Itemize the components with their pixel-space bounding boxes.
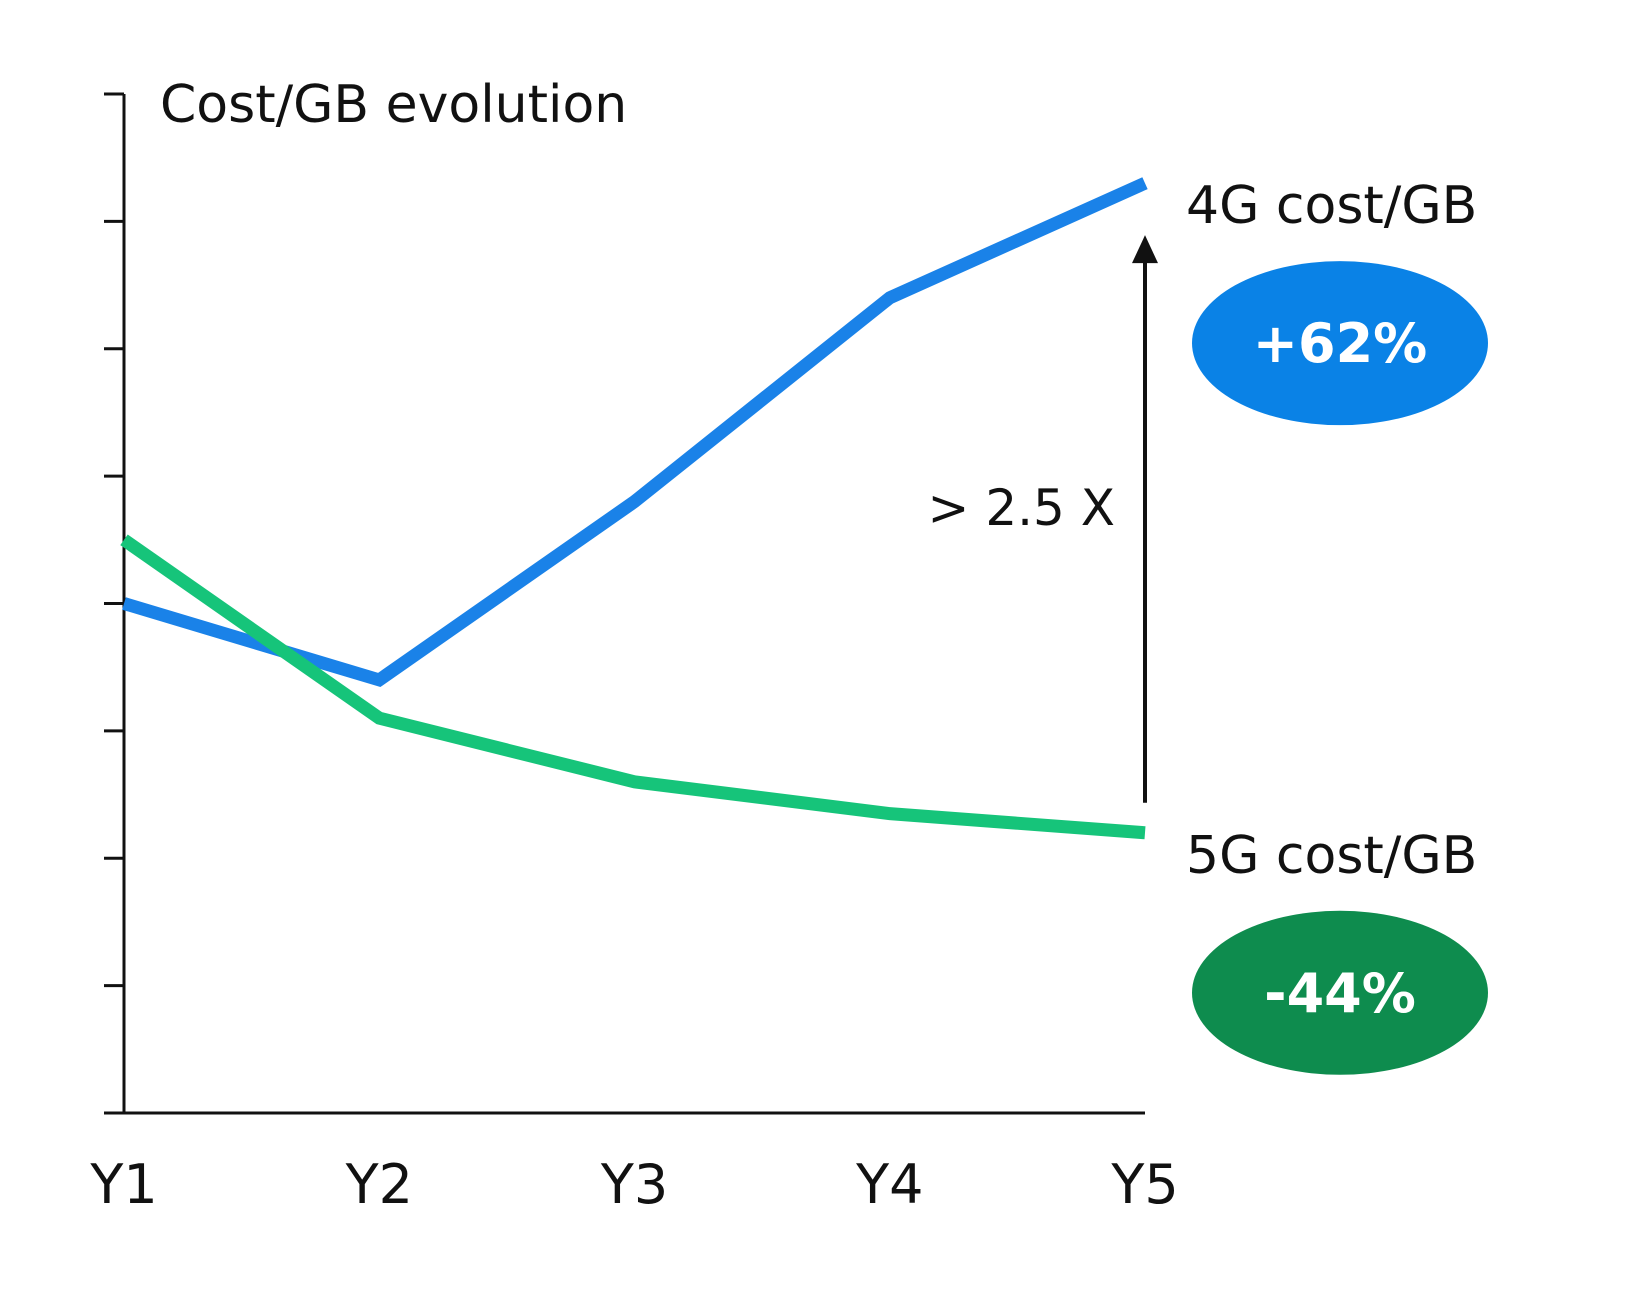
chart-axes: Y1 Y2 Y3 Y4 Y5 xyxy=(89,92,1179,1216)
change-badge-label: -44% xyxy=(1264,962,1416,1025)
multiplier-arrowhead xyxy=(1132,235,1158,264)
chart-labels: Cost/GB evolution 4G cost/GB +62% 5G cost/G… xyxy=(160,75,1488,1075)
series-end-label: 5G cost/GB xyxy=(1186,826,1477,886)
x-tick-label: Y5 xyxy=(1110,1153,1178,1216)
change-badge-label: +62% xyxy=(1253,312,1428,375)
x-tick-label: Y1 xyxy=(89,1153,157,1216)
multiplier-annotation: > 2.5 X xyxy=(928,235,1158,803)
change-badge xyxy=(1192,261,1488,426)
multiplier-label: > 2.5 X xyxy=(928,479,1115,537)
series-lines xyxy=(120,177,1148,840)
series-line xyxy=(120,534,1146,840)
x-tick-label: Y4 xyxy=(855,1153,923,1216)
series-end-label: 4G cost/GB xyxy=(1186,176,1477,236)
x-tick-label: Y2 xyxy=(345,1153,413,1216)
chart-title: Cost/GB evolution xyxy=(160,75,627,135)
x-tick-label: Y3 xyxy=(600,1153,668,1216)
series-line xyxy=(122,177,1148,688)
change-badge xyxy=(1192,910,1488,1075)
